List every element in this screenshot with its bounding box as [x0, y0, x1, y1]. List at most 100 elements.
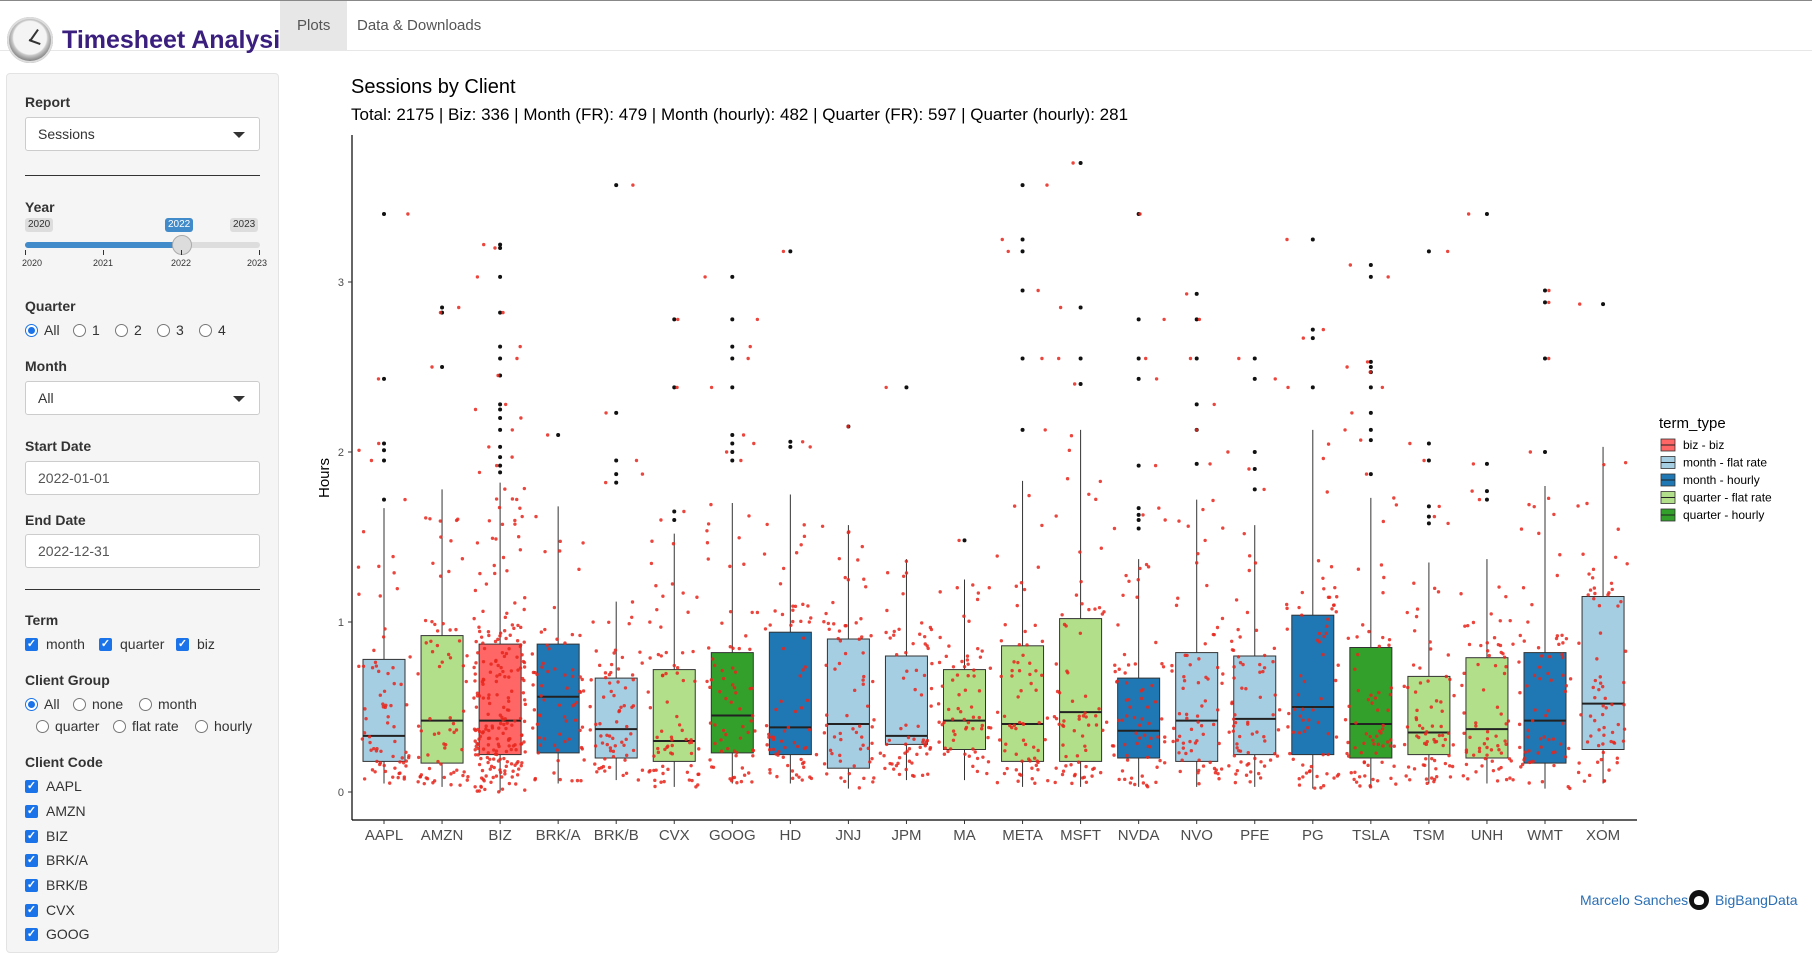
client-code-checkbox-brkb[interactable]: ✓ BRK/B	[25, 877, 89, 893]
jitter-point	[430, 619, 434, 624]
outlier-point	[1136, 518, 1141, 522]
jitter-point	[494, 679, 499, 684]
box-jpm	[884, 655, 928, 745]
jitter-point	[513, 763, 517, 767]
jitter-point	[1236, 655, 1241, 659]
jitter-point	[937, 720, 941, 724]
jitter-point	[779, 699, 783, 704]
jitter-point	[501, 669, 505, 674]
tab-plots[interactable]: Plots	[280, 1, 348, 51]
jitter-point	[859, 617, 863, 621]
jitter-point	[448, 716, 452, 720]
outlier-point	[1484, 497, 1489, 502]
jitter-point	[418, 775, 422, 779]
client-code-checkbox-amzn[interactable]: ✓ AMZN	[25, 803, 86, 819]
github-icon[interactable]	[1689, 890, 1709, 910]
term-checkbox-quarter[interactable]: ✓ quarter	[99, 636, 165, 652]
jitter-point	[1216, 771, 1220, 776]
jitter-point	[724, 696, 728, 701]
start-date-input[interactable]: 2022-01-01	[25, 461, 260, 495]
jitter-point	[1146, 565, 1151, 569]
jitter-point	[1072, 774, 1077, 778]
jitter-point	[663, 747, 667, 752]
quarter-radio-2[interactable]: 2	[115, 322, 142, 338]
jitter-point	[738, 736, 743, 740]
jitter-point	[502, 756, 506, 761]
quarter-radio-4[interactable]: 4	[199, 322, 226, 338]
jitter-point	[1090, 774, 1094, 778]
outlier-point	[672, 385, 677, 390]
client-code-checkbox-biz[interactable]: ✓ BIZ	[25, 828, 68, 844]
jitter-point	[662, 779, 666, 784]
jitter-point	[1074, 593, 1079, 597]
legend-swatch	[1660, 456, 1676, 469]
jitter-point	[1322, 634, 1326, 639]
jitter-point	[1461, 774, 1466, 778]
quarter-radio-all[interactable]: All	[25, 322, 60, 338]
jitter-point	[1296, 692, 1301, 697]
client-code-checkbox-goog[interactable]: ✓ GOOG	[25, 926, 90, 942]
jitter-point	[708, 721, 713, 725]
jitter-point	[858, 747, 863, 751]
jitter-point	[1070, 781, 1074, 786]
term-checkbox-month[interactable]: ✓ month	[25, 636, 85, 652]
jitter-point	[1033, 623, 1037, 628]
jitter-point	[1432, 737, 1436, 742]
jitter-point	[1304, 771, 1309, 775]
jitter-point	[975, 769, 980, 774]
jitter-point	[1201, 507, 1205, 512]
jitter-point	[1132, 715, 1137, 720]
jitter-point	[1363, 774, 1367, 778]
jitter-point	[789, 623, 793, 628]
month-select[interactable]: All	[25, 381, 260, 415]
jitter-point	[620, 740, 624, 744]
jitter-point	[494, 497, 499, 501]
jitter-point	[670, 738, 674, 742]
outlier-point	[1020, 288, 1025, 293]
client-group-radio-quarter[interactable]: quarter	[36, 718, 99, 734]
tab-data-downloads[interactable]: Data & Downloads	[357, 17, 482, 34]
jitter-point	[790, 769, 795, 773]
author-link[interactable]: Marcelo Sanches	[1580, 892, 1689, 908]
end-date-input[interactable]: 2022-12-31	[25, 534, 260, 568]
jitter-point	[362, 777, 367, 781]
jitter-point	[381, 702, 385, 706]
jitter-point	[946, 707, 951, 712]
org-link[interactable]: BigBangData	[1715, 892, 1798, 908]
jitter-point	[928, 625, 933, 630]
client-group-radio-hourly[interactable]: hourly	[195, 718, 252, 734]
jitter-point	[1522, 756, 1527, 760]
jitter-point	[1428, 640, 1432, 644]
client-code-checkbox-aapl[interactable]: ✓ AAPL	[25, 778, 82, 794]
jitter-point	[603, 480, 608, 485]
jitter-point	[1180, 758, 1184, 762]
jitter-point	[1135, 741, 1139, 746]
client-code-checkbox-cvx[interactable]: ✓ CVX	[25, 902, 75, 918]
jitter-point	[921, 738, 926, 742]
quarter-radio-3[interactable]: 3	[157, 322, 184, 338]
term-checkbox-biz[interactable]: ✓ biz	[176, 636, 215, 652]
jitter-point	[487, 445, 491, 449]
jitter-point	[695, 595, 699, 599]
jitter-point	[1546, 671, 1550, 676]
jitter-point	[1417, 723, 1422, 728]
jitter-point	[1104, 720, 1109, 724]
report-select[interactable]: Sessions	[25, 117, 260, 151]
quarter-radio-1[interactable]: 1	[73, 322, 100, 338]
jitter-point	[930, 661, 934, 666]
jitter-point	[1072, 382, 1077, 386]
jitter-point	[1485, 730, 1490, 734]
jitter-point	[460, 557, 465, 561]
jitter-point	[1561, 721, 1565, 726]
client-code-checkbox-brka[interactable]: ✓ BRK/A	[25, 852, 89, 868]
year-slider[interactable]: 2020 2023 2022 2020 2021 2022 2023	[22, 218, 267, 274]
client-group-radio-all[interactable]: All	[25, 696, 60, 712]
client-group-radio-none[interactable]: none	[73, 696, 123, 712]
jitter-point	[1467, 642, 1472, 647]
jitter-point	[1558, 553, 1562, 557]
client-group-radio-month[interactable]: month	[139, 696, 197, 712]
jitter-point	[1443, 761, 1448, 766]
outlier-point	[1601, 302, 1606, 307]
client-group-radio-flat-rate[interactable]: flat rate	[113, 718, 179, 734]
jitter-point	[847, 530, 851, 534]
